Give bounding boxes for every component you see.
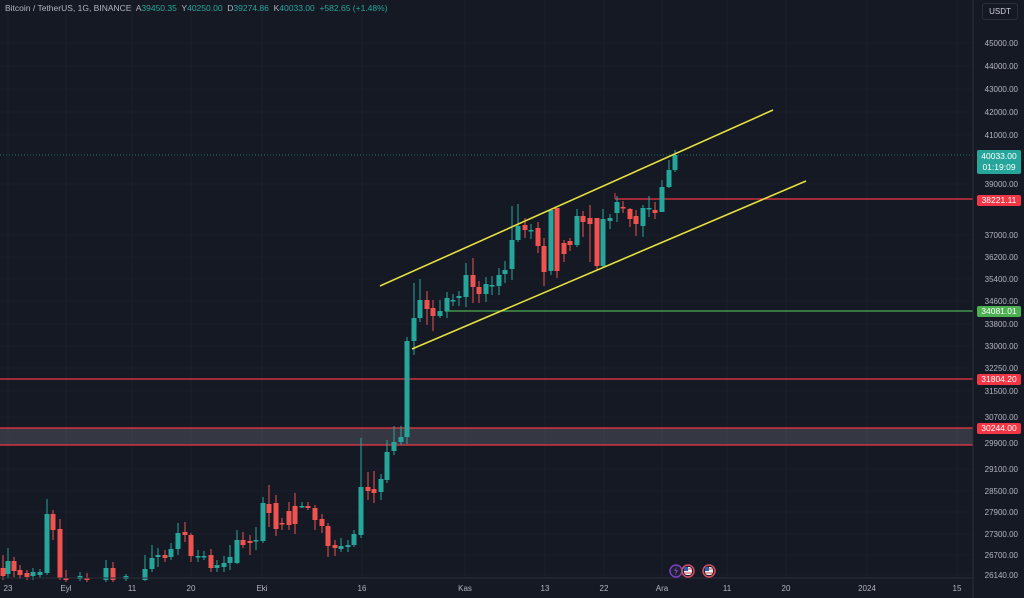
price-tick-label: 26700.00 xyxy=(984,551,1018,560)
time-tick-label: 16 xyxy=(357,584,367,593)
price-tick-label: 36200.00 xyxy=(984,253,1018,262)
last-price: 40033.00 xyxy=(981,151,1017,161)
close-value: 40033.00 xyxy=(279,3,315,13)
price-tick-label: 44000.00 xyxy=(984,62,1018,71)
time-tick-label: 22 xyxy=(599,584,609,593)
price-tick-label: 29100.00 xyxy=(984,465,1018,474)
us-flag-event-icon-2[interactable] xyxy=(702,564,716,578)
support-tag-34081: 34081.01 xyxy=(977,306,1021,317)
price-tick-label: 41000.00 xyxy=(984,131,1018,140)
time-tick-label: 13 xyxy=(540,584,550,593)
price-tick-label: 28500.00 xyxy=(984,487,1018,496)
time-tick-label: Eki xyxy=(256,584,268,593)
price-tick-label: 32250.00 xyxy=(984,364,1018,373)
price-tick-label: 30700.00 xyxy=(984,413,1018,422)
us-flag-event-icon[interactable] xyxy=(681,564,695,578)
event-markers[interactable] xyxy=(669,564,716,578)
change-value: +582.65 (+1.48%) xyxy=(319,3,388,13)
high-key: Y xyxy=(181,3,188,13)
price-tick-label: 34600.00 xyxy=(984,297,1018,306)
time-tick-label: 2024 xyxy=(858,584,876,593)
time-tick-label: Eyl xyxy=(60,584,72,593)
time-tick-label: 23 xyxy=(3,584,13,593)
price-tick-label: 35400.00 xyxy=(984,275,1018,284)
close-key: K xyxy=(273,3,280,13)
price-tick-label: 37000.00 xyxy=(984,231,1018,240)
lightning-event-icon[interactable] xyxy=(669,564,683,578)
price-tick-label: 33800.00 xyxy=(984,320,1018,329)
price-tick-label: 42000.00 xyxy=(984,108,1018,117)
zone-30244[interactable] xyxy=(0,428,973,445)
low-value: 39274.86 xyxy=(233,3,269,13)
symbol-legend: Bitcoin / TetherUS, 1G, BINANCE A39450.3… xyxy=(5,3,388,13)
low-key: D xyxy=(227,3,234,13)
time-tick-label: Ara xyxy=(655,584,669,593)
high-value: 40250.00 xyxy=(187,3,223,13)
time-tick-label: 20 xyxy=(186,584,196,593)
channel-line-2[interactable] xyxy=(411,180,807,350)
resistance-tag-31804: 31804.20 xyxy=(977,374,1021,385)
time-tick-label: Kas xyxy=(458,584,472,593)
price-tick-label: 31500.00 xyxy=(984,387,1018,396)
resistance-tag-38221: 38221.11 xyxy=(977,195,1021,206)
time-tick-label: 20 xyxy=(781,584,791,593)
price-tick-label: 39000.00 xyxy=(984,180,1018,189)
price-tick-label: 45000.00 xyxy=(984,39,1018,48)
currency-button[interactable]: USDT xyxy=(982,3,1018,20)
last-price-tag: 40033.00 01:19:09 xyxy=(977,150,1021,174)
time-tick-label: 11 xyxy=(722,584,732,593)
open-key: A xyxy=(135,3,142,13)
price-tick-label: 29900.00 xyxy=(984,439,1018,448)
price-tick-label: 33000.00 xyxy=(984,342,1018,351)
trend-channel[interactable] xyxy=(379,109,807,350)
channel-line-1[interactable] xyxy=(379,109,774,287)
time-tick-label: 11 xyxy=(127,584,137,593)
symbol-title: Bitcoin / TetherUS, 1G, BINANCE xyxy=(5,3,132,13)
price-tick-label: 26140.00 xyxy=(984,571,1018,580)
open-value: 39450.35 xyxy=(141,3,177,13)
resistance-tag-30244: 30244.00 xyxy=(977,423,1021,434)
bar-countdown: 01:19:09 xyxy=(982,162,1016,172)
horizontal-levels xyxy=(0,193,973,446)
candlesticks xyxy=(0,150,678,582)
time-tick-label: 15 xyxy=(952,584,962,593)
grid-lines xyxy=(0,0,973,578)
price-tick-label: 43000.00 xyxy=(984,85,1018,94)
price-tick-label: 27900.00 xyxy=(984,508,1018,517)
price-tick-label: 27300.00 xyxy=(984,530,1018,539)
